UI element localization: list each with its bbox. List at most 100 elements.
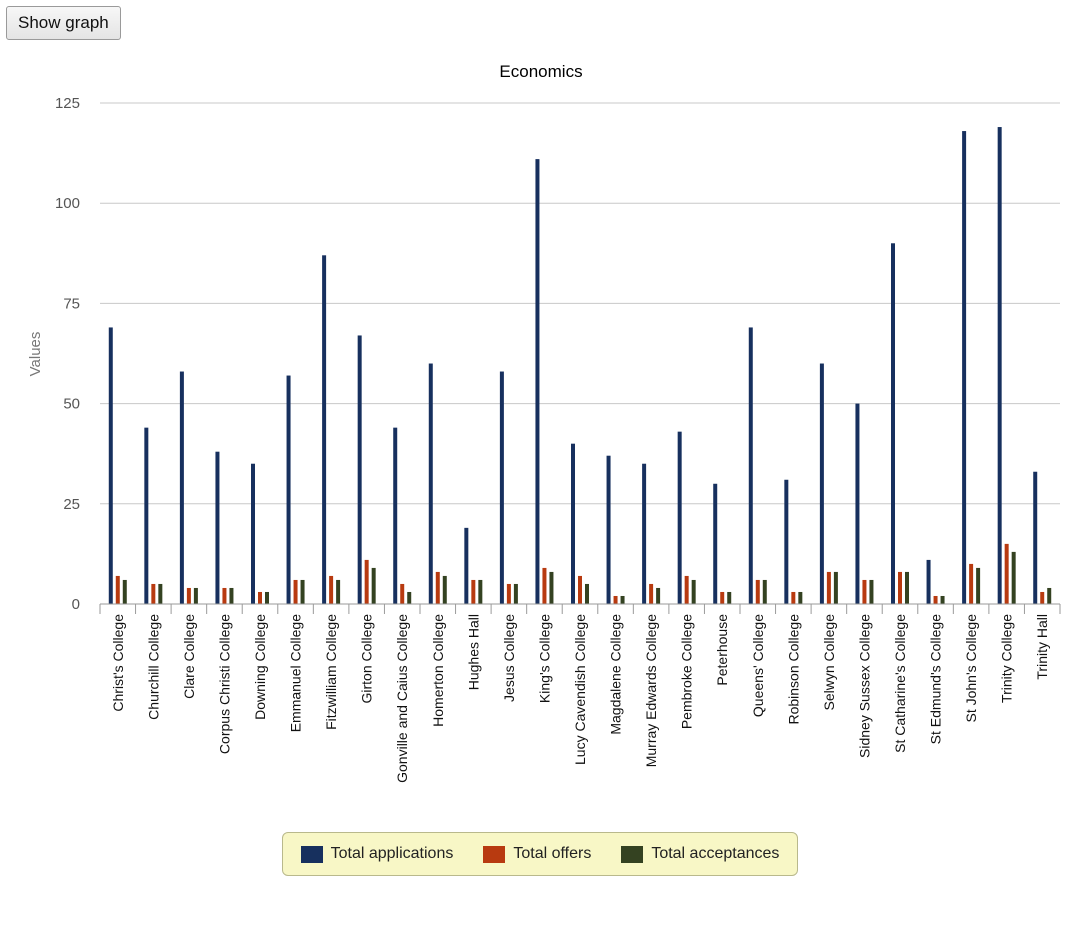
y-tick-label: 50 xyxy=(63,396,80,413)
bar-acceptances-jesus-college xyxy=(513,583,518,604)
bar-offers-magdalene-college xyxy=(613,595,618,604)
bar-offers-homerton-college xyxy=(435,571,440,604)
legend-label-acceptances: Total acceptances xyxy=(651,845,780,862)
x-tick-label: Corpus Christi College xyxy=(216,614,232,754)
y-tick-label: 25 xyxy=(63,496,80,513)
bar-acceptances-st-edmund-s-college xyxy=(940,595,945,604)
bar-acceptances-robinson-college xyxy=(798,591,803,604)
bar-applications-peterhouse xyxy=(713,483,718,604)
bar-applications-downing-college xyxy=(251,463,255,604)
x-tick-label: Peterhouse xyxy=(714,614,730,686)
bar-acceptances-trinity-college xyxy=(1011,551,1016,604)
bar-applications-christ-s-college xyxy=(108,327,113,604)
x-tick-label: St Catharine's College xyxy=(892,614,908,753)
x-tick-label: Fitzwilliam College xyxy=(323,614,339,730)
bar-applications-emmanuel-college xyxy=(286,375,291,604)
bar-applications-trinity-college xyxy=(997,127,1002,604)
bar-offers-christ-s-college xyxy=(115,575,120,604)
bar-acceptances-sidney-sussex-college xyxy=(869,579,874,604)
x-tick-label: Churchill College xyxy=(145,614,161,720)
bar-offers-churchill-college xyxy=(151,583,156,604)
x-tick-label: Trinity Hall xyxy=(1034,614,1050,680)
x-tick-label: Hughes Hall xyxy=(465,614,481,690)
bar-applications-fitzwilliam-college xyxy=(322,255,327,604)
y-tick-label: 125 xyxy=(55,95,80,112)
bar-applications-st-john-s-college xyxy=(962,131,967,604)
x-tick-labels: Christ's College Churchill College Clare C… xyxy=(110,614,1050,783)
bar-acceptances-pembroke-college xyxy=(691,579,696,604)
bar-offers-trinity-college xyxy=(1004,543,1009,604)
bar-offers-lucy-cavendish-college xyxy=(578,575,582,604)
bar-applications-lucy-cavendish-college xyxy=(571,443,575,604)
x-tick-label: King's College xyxy=(536,614,552,703)
legend-item-acceptances: Total acceptances xyxy=(621,845,779,863)
legend-label-applications: Total applications xyxy=(330,845,454,862)
y-axis-label: Values xyxy=(27,332,44,377)
bar-offers-peterhouse xyxy=(720,591,725,604)
bar-applications-queens-college xyxy=(748,327,753,604)
bar-acceptances-hughes-hall xyxy=(478,579,483,604)
x-tick-label: Queens' College xyxy=(750,614,766,717)
bar-acceptances-murray-edwards-college xyxy=(656,587,661,604)
x-tick-label: Magdalene College xyxy=(608,614,624,735)
bar-applications-murray-edwards-college xyxy=(642,463,647,604)
x-tick-label: Girton College xyxy=(359,614,375,704)
gridlines xyxy=(100,102,1060,505)
x-tick-label: Trinity College xyxy=(999,614,1015,703)
bar-offers-selwyn-college xyxy=(826,571,831,604)
legend-swatch-acceptances xyxy=(621,845,644,863)
bar-acceptances-homerton-college xyxy=(442,575,447,604)
legend-item-applications: Total applications xyxy=(300,845,454,863)
bar-acceptances-girton-college xyxy=(371,567,376,604)
bar-applications-churchill-college xyxy=(144,427,149,604)
chart-title: Economics xyxy=(499,62,582,81)
bar-applications-clare-college xyxy=(179,371,184,604)
bar-acceptances-downing-college xyxy=(265,591,269,604)
bar-acceptances-emmanuel-college xyxy=(300,579,305,604)
bar-offers-st-catharine-s-college xyxy=(898,571,902,604)
x-tick-label: Lucy Cavendish College xyxy=(572,614,588,765)
bar-applications-jesus-college xyxy=(499,371,504,604)
bar-acceptances-churchill-college xyxy=(158,583,163,604)
legend-label-offers: Total offers xyxy=(513,845,592,862)
bar-offers-gonville-and-caius-college xyxy=(400,583,405,604)
x-tick-label: Murray Edwards College xyxy=(643,614,659,767)
y-tick-label: 75 xyxy=(63,295,80,312)
bar-offers-sidney-sussex-college xyxy=(862,579,867,604)
bar-acceptances-queens-college xyxy=(762,579,767,604)
y-tick-label: 0 xyxy=(72,596,80,613)
bar-acceptances-christ-s-college xyxy=(122,579,127,604)
x-tick-label: Clare College xyxy=(181,614,197,699)
x-tick-label: Downing College xyxy=(252,614,268,720)
bar-offers-jesus-college xyxy=(506,583,511,604)
legend-swatch-applications xyxy=(300,845,323,863)
bar-offers-murray-edwards-college xyxy=(649,583,654,604)
x-tick-label: Robinson College xyxy=(785,614,801,725)
bar-applications-selwyn-college xyxy=(819,363,824,604)
bar-offers-emmanuel-college xyxy=(293,579,298,604)
bar-acceptances-peterhouse xyxy=(727,591,732,604)
legend-swatch-offers xyxy=(483,845,506,863)
x-tick-label: Gonville and Caius College xyxy=(394,614,410,783)
bar-applications-st-catharine-s-college xyxy=(891,243,895,604)
bar-offers-pembroke-college xyxy=(684,575,689,604)
bar-offers-downing-college xyxy=(258,591,262,604)
bar-applications-corpus-christi-college xyxy=(215,451,220,604)
show-graph-button[interactable]: Show graph xyxy=(6,6,121,40)
bar-acceptances-lucy-cavendish-college xyxy=(585,583,589,604)
bar-applications-gonville-and-caius-college xyxy=(393,427,398,604)
bar-acceptances-clare-college xyxy=(193,587,198,604)
bar-applications-st-edmund-s-college xyxy=(926,559,931,604)
x-tick-label: Emmanuel College xyxy=(288,614,304,732)
bar-applications-magdalene-college xyxy=(606,455,611,604)
bar-offers-st-edmund-s-college xyxy=(933,595,938,604)
bar-offers-hughes-hall xyxy=(471,579,476,604)
bar-offers-robinson-college xyxy=(791,591,796,604)
y-tick-labels: 0 25 50 75 100 125 xyxy=(55,95,80,613)
bar-acceptances-magdalene-college xyxy=(620,595,625,604)
bar-acceptances-fitzwilliam-college xyxy=(336,579,341,604)
bar-acceptances-corpus-christi-college xyxy=(229,587,234,604)
bar-offers-trinity-hall xyxy=(1040,591,1045,604)
